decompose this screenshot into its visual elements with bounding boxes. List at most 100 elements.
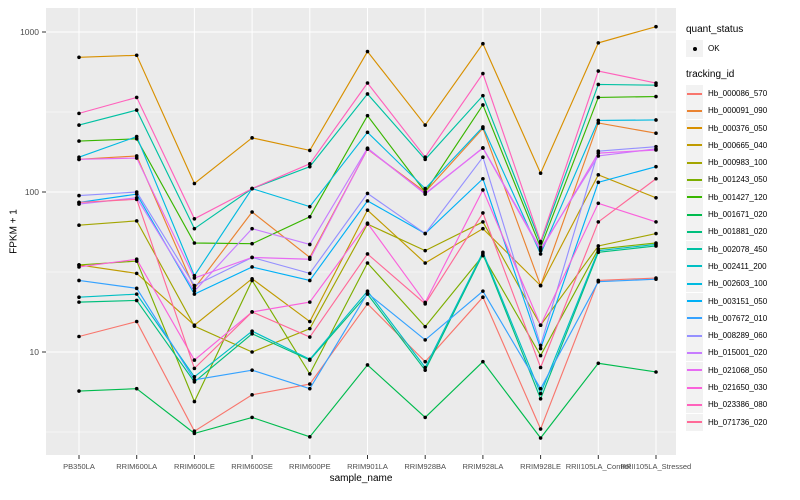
data-point-Hb_021650_030 xyxy=(365,221,370,226)
data-point-Hb_002411_200 xyxy=(538,391,543,396)
legend-item-label: Hb_023386_080 xyxy=(708,400,768,410)
data-point-Hb_002411_200 xyxy=(250,329,254,333)
data-point-Hb_001427_120 xyxy=(365,113,370,118)
legend-key-line-icon xyxy=(686,257,703,275)
x-tick-label: RRIM928LE xyxy=(520,462,561,471)
data-point-Hb_000376_050 xyxy=(134,53,139,58)
data-point-Hb_001671_020 xyxy=(77,389,81,393)
legend-item-Hb_000086_570: Hb_000086_570 xyxy=(686,85,798,102)
data-point-Hb_000376_050 xyxy=(365,49,370,54)
data-point-Hb_000376_050 xyxy=(596,41,601,45)
legend-item-Hb_003151_050: Hb_003151_050 xyxy=(686,292,798,310)
data-point-Hb_015001_020 xyxy=(596,154,601,158)
x-tick-label: RRIM928BA xyxy=(404,462,446,471)
data-point-Hb_002603_100 xyxy=(365,130,370,135)
data-point-Hb_002411_200 xyxy=(192,374,197,379)
data-point-Hb_000665_040 xyxy=(308,319,312,324)
data-point-Hb_007672_010 xyxy=(481,289,485,293)
data-point-Hb_071736_020 xyxy=(481,211,485,215)
legend-item-Hb_002411_200: Hb_002411_200 xyxy=(686,257,798,275)
line-symbol-icon xyxy=(687,109,702,112)
data-point-Hb_021650_030 xyxy=(134,257,139,262)
line-symbol-icon xyxy=(687,248,702,251)
data-point-Hb_071736_020 xyxy=(538,365,543,370)
legend-item-label: Hb_015001_020 xyxy=(708,348,768,358)
legend-key-line-icon xyxy=(686,223,703,241)
legend-item-Hb_002603_100: Hb_002603_100 xyxy=(686,275,798,293)
data-point-Hb_002411_200 xyxy=(654,242,658,247)
data-point-Hb_003151_050 xyxy=(250,265,254,269)
data-point-Hb_001881_020 xyxy=(423,368,428,372)
data-point-Hb_071736_020 xyxy=(423,302,428,306)
data-point-Hb_002603_100 xyxy=(538,252,543,256)
line-symbol-icon xyxy=(687,196,702,199)
data-point-Hb_002411_200 xyxy=(77,295,81,300)
data-point-Hb_000983_100 xyxy=(250,350,254,354)
data-point-Hb_002603_100 xyxy=(308,204,312,209)
data-point-Hb_003151_050 xyxy=(192,292,197,296)
data-point-Hb_007672_010 xyxy=(596,279,601,284)
data-point-Hb_023386_080 xyxy=(596,69,601,73)
line-symbol-icon xyxy=(687,161,702,164)
data-point-Hb_000086_570 xyxy=(538,427,543,431)
data-point-Hb_001671_020 xyxy=(654,370,658,374)
data-point-Hb_023386_080 xyxy=(250,186,254,191)
data-point-Hb_015001_020 xyxy=(250,226,254,231)
y-tick-label: 1000 xyxy=(20,27,39,37)
data-point-Hb_007672_010 xyxy=(192,378,197,382)
data-point-Hb_008289_060 xyxy=(423,231,428,236)
data-point-Hb_021068_050 xyxy=(192,276,197,280)
line-symbol-icon xyxy=(687,300,702,303)
line-symbol-icon xyxy=(687,230,702,233)
data-point-Hb_021650_030 xyxy=(192,358,197,362)
data-point-Hb_002411_200 xyxy=(423,365,428,370)
x-tick-label: RRIM600PE xyxy=(289,462,331,471)
data-point-Hb_021068_050 xyxy=(134,156,139,160)
data-point-Hb_002411_200 xyxy=(308,357,312,362)
data-point-Hb_002603_100 xyxy=(134,134,139,139)
data-point-Hb_001671_020 xyxy=(538,436,543,440)
data-point-Hb_021650_030 xyxy=(481,188,485,192)
data-point-Hb_002411_200 xyxy=(134,292,139,296)
data-point-Hb_000983_100 xyxy=(423,248,428,253)
data-point-Hb_021650_030 xyxy=(538,323,543,328)
legend-item-Hb_021068_050: Hb_021068_050 xyxy=(686,361,798,379)
data-point-Hb_000665_040 xyxy=(134,271,139,276)
line-symbol-icon xyxy=(687,369,702,372)
legend-item-Hb_015001_020: Hb_015001_020 xyxy=(686,344,798,362)
data-point-Hb_002603_100 xyxy=(654,118,658,122)
line-symbol-icon xyxy=(687,317,702,320)
data-point-Hb_001671_020 xyxy=(134,386,139,391)
data-point-Hb_008289_060 xyxy=(365,191,370,196)
x-tick-label: RRIM600LE xyxy=(174,462,215,471)
data-point-Hb_000091_090 xyxy=(250,210,254,214)
legend-key-line-icon xyxy=(686,119,703,137)
data-point-Hb_021068_050 xyxy=(538,248,543,253)
data-point-Hb_001427_120 xyxy=(77,139,81,143)
data-point-Hb_000086_570 xyxy=(481,295,485,300)
data-point-Hb_001671_020 xyxy=(481,359,485,364)
data-point-Hb_001427_120 xyxy=(596,95,601,100)
data-point-Hb_000665_040 xyxy=(423,261,428,265)
legend-item-Hb_023386_080: Hb_023386_080 xyxy=(686,396,798,414)
legend-item-label: Hb_000376_050 xyxy=(708,123,768,133)
legend-item-Hb_071736_020: Hb_071736_020 xyxy=(686,413,798,431)
data-point-Hb_021650_030 xyxy=(596,201,601,206)
data-point-Hb_003151_050 xyxy=(538,346,543,351)
legend-item-label: Hb_001243_050 xyxy=(708,175,768,185)
data-point-Hb_071736_020 xyxy=(654,176,658,181)
data-point-Hb_002603_100 xyxy=(423,186,428,191)
data-point-Hb_023386_080 xyxy=(423,155,428,160)
data-point-Hb_007672_010 xyxy=(538,386,543,391)
data-point-Hb_002078_450 xyxy=(481,93,485,98)
data-point-Hb_000086_570 xyxy=(423,359,428,364)
data-point-Hb_000983_100 xyxy=(308,326,312,331)
data-point-Hb_007672_010 xyxy=(423,338,428,342)
data-point-Hb_007672_010 xyxy=(365,291,370,296)
data-point-Hb_071736_020 xyxy=(308,335,312,339)
data-point-Hb_000665_040 xyxy=(481,226,485,231)
data-point-Hb_002078_450 xyxy=(77,123,81,127)
legend-item-label: Hb_001881_020 xyxy=(708,227,768,237)
legend-item-Hb_000665_040: Hb_000665_040 xyxy=(686,136,798,154)
